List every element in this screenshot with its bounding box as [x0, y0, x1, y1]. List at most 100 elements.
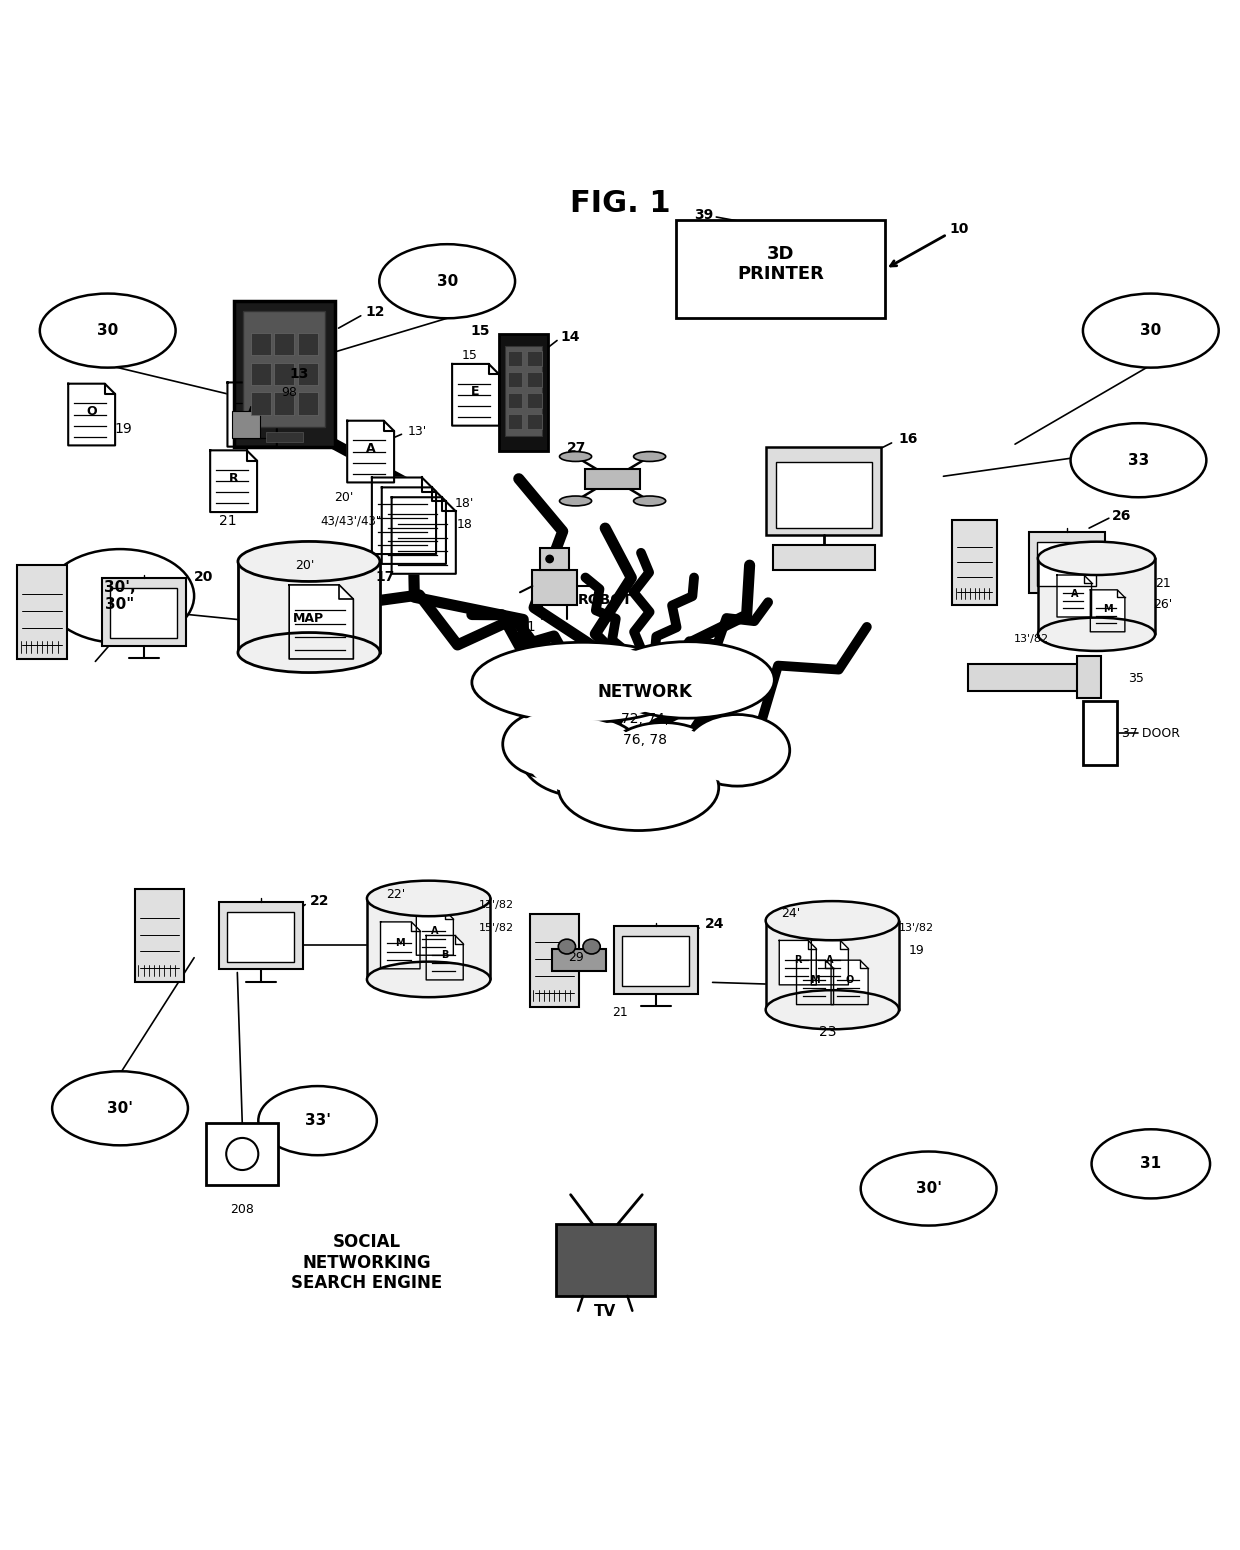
Polygon shape: [68, 384, 115, 445]
FancyBboxPatch shape: [527, 394, 542, 408]
Text: 98: 98: [281, 386, 298, 398]
Polygon shape: [238, 561, 379, 653]
Polygon shape: [381, 922, 420, 969]
FancyBboxPatch shape: [539, 547, 569, 570]
Text: 27: 27: [567, 440, 587, 454]
Text: 30': 30': [107, 1100, 133, 1116]
Text: 31: 31: [1141, 1156, 1162, 1172]
Text: 13': 13': [408, 425, 427, 439]
Ellipse shape: [609, 645, 768, 715]
FancyBboxPatch shape: [614, 927, 698, 994]
Text: 30: 30: [97, 322, 118, 338]
Text: 30': 30': [915, 1181, 941, 1197]
Text: 13: 13: [289, 367, 309, 381]
FancyBboxPatch shape: [274, 363, 294, 384]
FancyBboxPatch shape: [243, 312, 325, 426]
Text: A: A: [826, 955, 833, 966]
FancyBboxPatch shape: [233, 301, 335, 446]
Text: FIG. 1: FIG. 1: [569, 189, 671, 219]
Ellipse shape: [559, 451, 591, 462]
Text: R: R: [229, 471, 238, 485]
Text: 21: 21: [218, 513, 237, 527]
FancyBboxPatch shape: [507, 394, 522, 408]
Text: O: O: [87, 405, 97, 418]
FancyBboxPatch shape: [250, 333, 270, 355]
FancyBboxPatch shape: [298, 392, 317, 414]
Ellipse shape: [226, 1138, 258, 1170]
Ellipse shape: [1038, 617, 1156, 651]
FancyBboxPatch shape: [585, 468, 640, 488]
FancyBboxPatch shape: [250, 363, 270, 384]
FancyBboxPatch shape: [17, 566, 67, 659]
Text: 23: 23: [818, 1025, 836, 1038]
Polygon shape: [1038, 558, 1156, 634]
FancyBboxPatch shape: [766, 446, 882, 535]
Text: 20': 20': [295, 558, 315, 572]
Ellipse shape: [559, 496, 591, 505]
FancyBboxPatch shape: [773, 546, 874, 569]
Polygon shape: [347, 420, 394, 482]
Text: A: A: [247, 405, 257, 418]
Text: M: M: [810, 975, 820, 986]
Polygon shape: [417, 911, 454, 955]
Ellipse shape: [521, 716, 645, 797]
Polygon shape: [367, 899, 490, 980]
Ellipse shape: [472, 642, 694, 722]
Text: 12: 12: [366, 305, 386, 319]
Ellipse shape: [367, 961, 490, 997]
Text: NETWORK: NETWORK: [598, 684, 692, 701]
Text: 26': 26': [1153, 598, 1173, 611]
Text: 15: 15: [461, 349, 477, 361]
FancyBboxPatch shape: [968, 663, 1085, 691]
Text: M: M: [1102, 603, 1112, 614]
FancyBboxPatch shape: [227, 911, 294, 961]
Text: 37 DOOR: 37 DOOR: [1122, 727, 1179, 739]
Ellipse shape: [564, 747, 712, 828]
FancyBboxPatch shape: [556, 1224, 655, 1296]
FancyBboxPatch shape: [1028, 532, 1105, 594]
FancyBboxPatch shape: [507, 350, 522, 366]
Text: 30: 30: [1141, 322, 1162, 338]
FancyBboxPatch shape: [110, 589, 177, 639]
FancyBboxPatch shape: [298, 363, 317, 384]
Ellipse shape: [861, 1152, 997, 1226]
Ellipse shape: [238, 541, 379, 581]
FancyBboxPatch shape: [265, 432, 303, 442]
Ellipse shape: [1070, 423, 1207, 498]
Text: 20: 20: [195, 570, 213, 584]
Text: 13'/82: 13'/82: [1013, 634, 1049, 645]
FancyBboxPatch shape: [250, 392, 270, 414]
Ellipse shape: [1083, 293, 1219, 367]
Text: 16: 16: [898, 432, 918, 446]
Ellipse shape: [52, 1071, 188, 1145]
Text: 18: 18: [456, 518, 472, 532]
Polygon shape: [1056, 575, 1091, 617]
Polygon shape: [427, 936, 464, 980]
Text: 19: 19: [909, 944, 924, 956]
Ellipse shape: [765, 901, 899, 941]
Ellipse shape: [379, 245, 515, 318]
Text: 24': 24': [781, 907, 800, 919]
Ellipse shape: [558, 939, 575, 953]
Text: 15: 15: [471, 324, 490, 338]
Ellipse shape: [46, 549, 195, 643]
Ellipse shape: [526, 719, 640, 794]
Ellipse shape: [684, 715, 790, 786]
Text: 72, 74,: 72, 74,: [621, 713, 668, 727]
Text: A: A: [366, 442, 376, 456]
FancyBboxPatch shape: [507, 414, 522, 429]
Text: 33': 33': [305, 1113, 331, 1128]
Text: 30: 30: [436, 274, 458, 288]
Polygon shape: [779, 941, 816, 984]
Polygon shape: [392, 498, 456, 574]
Text: 33: 33: [1128, 453, 1149, 468]
Ellipse shape: [546, 555, 553, 563]
FancyBboxPatch shape: [135, 888, 184, 983]
Text: 20': 20': [334, 491, 353, 504]
Polygon shape: [831, 959, 868, 1004]
Polygon shape: [1090, 591, 1125, 632]
FancyBboxPatch shape: [532, 570, 577, 604]
Text: 41: 41: [518, 620, 536, 634]
Ellipse shape: [258, 1087, 377, 1155]
Polygon shape: [372, 477, 436, 553]
